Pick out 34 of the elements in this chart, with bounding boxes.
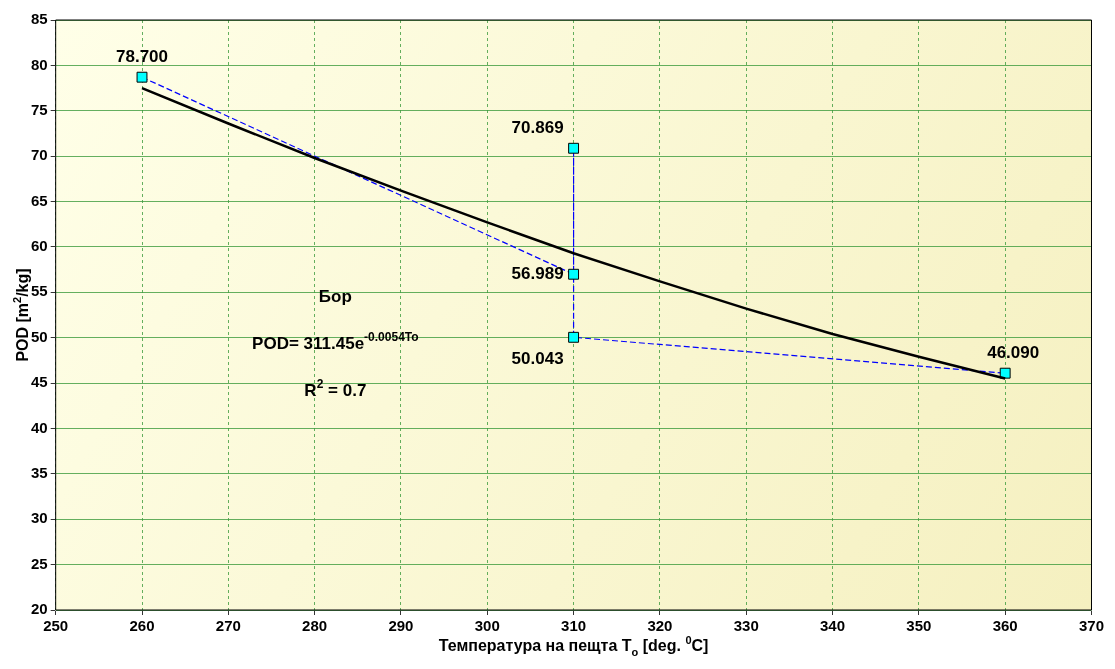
y-tick-label: 35: [31, 463, 48, 481]
x-tick-label: 320: [647, 617, 673, 635]
y-axis-title: POD [m2/kg]: [10, 268, 32, 362]
y-tick-label: 65: [31, 191, 48, 209]
x-tick-label: 360: [992, 617, 1018, 635]
data-label: 50.043: [511, 348, 564, 368]
y-tick-label: 60: [31, 237, 48, 255]
y-tick-label: 75: [31, 100, 48, 118]
x-tick-label: 370: [1078, 617, 1104, 635]
x-tick-label: 280: [302, 617, 328, 635]
x-tick-label: 340: [820, 617, 846, 635]
y-tick-label: 70: [31, 146, 48, 164]
y-tick-label: 25: [31, 554, 48, 572]
y-tick-label: 20: [31, 600, 48, 618]
x-tick-label: 300: [474, 617, 500, 635]
y-tick-label: 80: [31, 55, 48, 73]
y-tick-label: 45: [31, 373, 48, 391]
y-tick-label: 85: [31, 10, 48, 28]
x-tick-label: 260: [129, 617, 155, 635]
x-tick-label: 310: [561, 617, 587, 635]
x-tick-label: 270: [215, 617, 241, 635]
y-tick-label: 40: [31, 418, 48, 436]
x-tick-label: 290: [388, 617, 414, 635]
data-label: 56.989: [511, 263, 564, 283]
data-label: 70.869: [511, 117, 564, 137]
x-tick-label: 350: [906, 617, 932, 635]
data-label: 78.700: [116, 46, 168, 66]
x-tick-label: 330: [733, 617, 759, 635]
annotation: Бор: [318, 286, 352, 306]
y-tick-label: 50: [31, 327, 48, 345]
data-label: 46.090: [987, 342, 1040, 362]
y-tick-label: 30: [31, 509, 48, 527]
x-tick-label: 250: [43, 617, 69, 635]
y-tick-label: 55: [31, 282, 48, 300]
